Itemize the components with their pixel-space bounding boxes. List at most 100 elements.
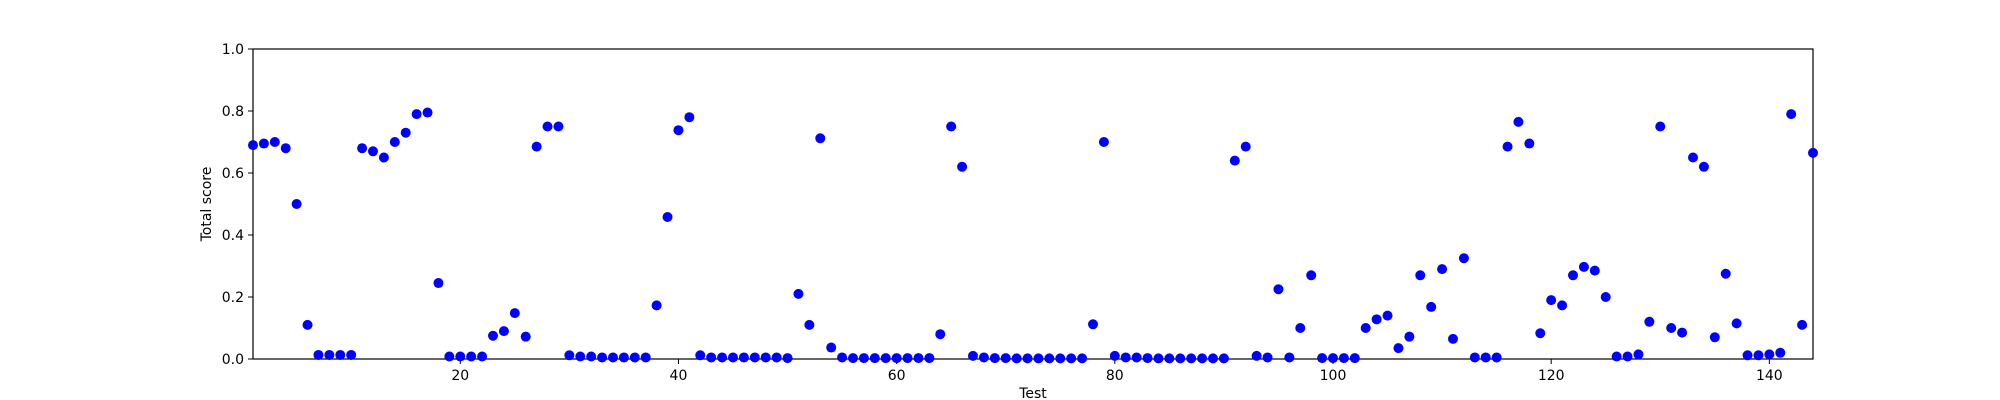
data-point [1295,323,1306,333]
data-point [291,199,302,209]
data-point [313,349,324,360]
data-point [378,152,389,163]
data-point [1022,353,1033,364]
data-point [978,352,989,363]
data-point [760,352,771,363]
data-point [1437,264,1448,275]
data-point [248,140,258,151]
data-point [1480,352,1491,363]
data-point [280,143,291,154]
data-point [1033,353,1044,364]
data-point [1393,343,1404,354]
data-point [368,146,378,157]
data-point [662,212,673,223]
data-point [575,351,586,362]
data-point [1502,141,1513,152]
data-point [400,127,411,138]
data-point [913,353,924,364]
data-point [1044,353,1055,364]
data-point [466,351,477,362]
data-point [684,112,695,123]
data-point [1775,347,1786,358]
data-point [1404,331,1415,342]
data-point [1426,301,1437,312]
data-point [1448,333,1458,344]
data-point [1600,292,1611,302]
data-point [1175,353,1186,364]
data-point [1262,352,1273,363]
data-point [1568,270,1578,281]
x-tick-label: 120 [1538,368,1565,384]
data-point [1349,353,1360,364]
data-point [1240,141,1251,152]
data-point [1666,323,1677,333]
x-tick-label: 140 [1756,368,1783,384]
data-point [1688,152,1698,163]
data-point [1622,351,1633,362]
data-point [1742,350,1753,361]
data-point [815,133,826,144]
data-point [891,353,902,364]
data-point [1731,318,1742,329]
data-point [1120,352,1131,363]
data-point [749,352,760,363]
x-tick-label: 80 [1106,368,1124,384]
data-point [520,331,531,342]
data-point [1709,332,1720,343]
data-point [1360,323,1371,333]
data-point [1535,328,1546,339]
data-point [1197,353,1208,364]
data-point [1098,137,1109,147]
data-point [1524,138,1535,149]
data-point [1317,353,1328,364]
data-point [1557,300,1568,311]
data-point [1229,155,1240,166]
data-point [346,349,357,360]
data-point [989,353,1000,364]
data-point [1153,353,1164,364]
data-point [455,351,466,362]
data-point [422,107,433,118]
data-point [553,121,564,132]
data-point [1000,353,1011,364]
data-point [968,350,978,361]
data-point [1382,310,1393,321]
data-point [1055,353,1066,364]
data-point [1469,352,1480,363]
data-point [1251,350,1262,361]
plot-frame [252,48,1814,360]
data-point [957,161,968,172]
data-point [1109,350,1120,361]
data-point [1644,316,1655,327]
data-point [1513,116,1524,127]
data-point [258,138,269,149]
data-point [618,352,629,363]
data-point [324,349,335,360]
data-point [1338,353,1349,364]
y-axis-ticks: 0.0 0.2 0.4 0.6 0.8 1.0 [222,42,253,368]
data-point [1077,353,1088,364]
data-point [488,330,498,341]
y-tick-label: 0.4 [222,228,244,244]
data-point [629,352,640,363]
data-point [804,319,815,330]
data-point [1633,349,1644,360]
data-point [848,353,858,364]
data-point [728,352,738,363]
y-tick-label: 0.0 [222,352,244,368]
data-point [858,353,869,364]
y-tick-label: 0.6 [222,166,244,182]
data-point [902,353,913,364]
data-point [651,300,662,311]
data-point [564,350,575,361]
data-point [1720,268,1731,279]
x-axis-label: Test [1018,386,1047,400]
data-point [1655,121,1666,132]
data-point [1371,314,1382,325]
data-point [433,278,444,289]
data-point [771,352,782,363]
y-tick-label: 0.8 [222,104,244,120]
data-point [1131,352,1142,363]
data-point [269,137,280,147]
